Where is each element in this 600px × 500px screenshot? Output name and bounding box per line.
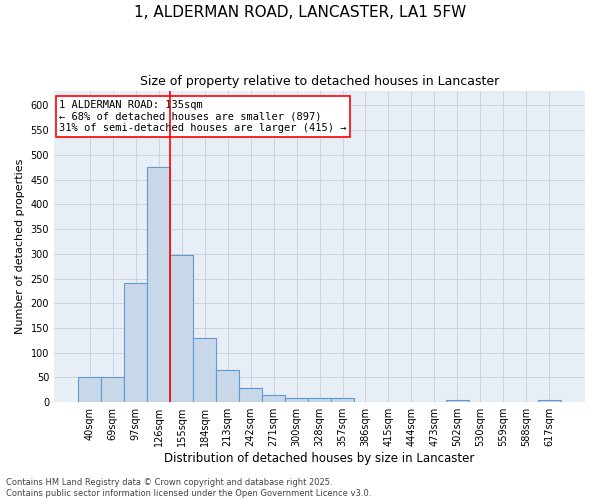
X-axis label: Distribution of detached houses by size in Lancaster: Distribution of detached houses by size … <box>164 452 475 465</box>
Text: Contains HM Land Registry data © Crown copyright and database right 2025.
Contai: Contains HM Land Registry data © Crown c… <box>6 478 371 498</box>
Bar <box>331 398 354 402</box>
Title: Size of property relative to detached houses in Lancaster: Size of property relative to detached ho… <box>140 75 499 88</box>
Bar <box>446 400 469 402</box>
Bar <box>101 378 124 402</box>
Bar <box>538 400 561 402</box>
Y-axis label: Number of detached properties: Number of detached properties <box>15 158 25 334</box>
Bar <box>78 378 101 402</box>
Bar <box>285 398 308 402</box>
Bar <box>239 388 262 402</box>
Bar <box>216 370 239 402</box>
Text: 1 ALDERMAN ROAD: 135sqm
← 68% of detached houses are smaller (897)
31% of semi-d: 1 ALDERMAN ROAD: 135sqm ← 68% of detache… <box>59 100 347 133</box>
Bar <box>170 255 193 402</box>
Bar <box>262 395 285 402</box>
Text: 1, ALDERMAN ROAD, LANCASTER, LA1 5FW: 1, ALDERMAN ROAD, LANCASTER, LA1 5FW <box>134 5 466 20</box>
Bar <box>124 284 147 402</box>
Bar <box>193 338 216 402</box>
Bar <box>147 167 170 402</box>
Bar <box>308 398 331 402</box>
